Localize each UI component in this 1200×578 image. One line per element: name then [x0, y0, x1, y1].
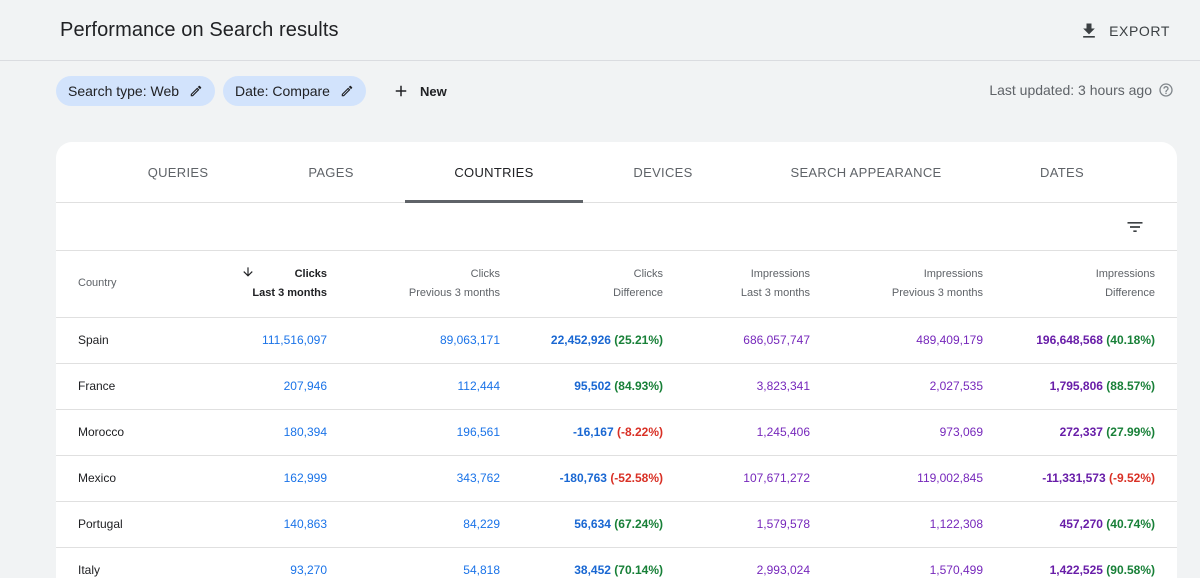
table-row[interactable]: France 207,946 112,444 95,502 (84.93%) 3… [56, 363, 1177, 410]
search-type-chip-label: Search type: Web [68, 83, 180, 99]
impressions-prev-cell: 973,069 [810, 409, 983, 456]
table-row[interactable]: Portugal 140,863 84,229 56,634 (67.24%) … [56, 501, 1177, 548]
tab-countries[interactable]: COUNTRIES [405, 142, 583, 203]
clicks-last-cell: 93,270 [178, 547, 327, 578]
table-toolbar [56, 203, 1177, 251]
clicks-diff-cell: -180,763 (-52.58%) [500, 455, 663, 502]
filter-bar: Search type: Web Date: Compare New [56, 76, 459, 106]
table-row[interactable]: Mexico 162,999 343,762 -180,763 (-52.58%… [56, 455, 1177, 502]
export-button[interactable]: EXPORT [1079, 18, 1170, 44]
clicks-prev-cell: 84,229 [327, 501, 500, 548]
impressions-last-cell: 1,245,406 [663, 409, 810, 456]
clicks-last-cell: 140,863 [178, 501, 327, 548]
column-header-clicks-prev[interactable]: Clicks Previous 3 months [327, 251, 500, 318]
tab-search-appearance[interactable]: SEARCH APPEARANCE [790, 164, 942, 180]
impressions-prev-cell: 489,409,179 [810, 317, 983, 364]
table-body: Spain 111,516,097 89,063,171 22,452,926 … [56, 317, 1177, 578]
table-row[interactable]: Spain 111,516,097 89,063,171 22,452,926 … [56, 317, 1177, 364]
clicks-diff-cell: 22,452,926 (25.21%) [500, 317, 663, 364]
last-updated: Last updated: 3 hours ago [989, 82, 1174, 98]
impressions-last-cell: 1,579,578 [663, 501, 810, 548]
impressions-diff-cell: 1,795,806 (88.57%) [983, 363, 1155, 410]
report-card: QUERIES PAGES COUNTRIES DEVICES SEARCH A… [56, 142, 1177, 578]
tab-devices[interactable]: DEVICES [633, 164, 693, 180]
tab-queries[interactable]: QUERIES [147, 164, 209, 180]
clicks-diff-cell: 38,452 (70.14%) [500, 547, 663, 578]
countries-table: Country Clicks Last 3 months Clicks Previ… [56, 251, 1177, 578]
new-filter-button[interactable]: New [380, 76, 459, 106]
table-row[interactable]: Morocco 180,394 196,561 -16,167 (-8.22%)… [56, 409, 1177, 456]
impressions-prev-cell: 1,570,499 [810, 547, 983, 578]
clicks-prev-cell: 196,561 [327, 409, 500, 456]
impressions-last-cell: 3,823,341 [663, 363, 810, 410]
clicks-prev-cell: 343,762 [327, 455, 500, 502]
impressions-last-cell: 107,671,272 [663, 455, 810, 502]
pencil-icon [190, 85, 202, 97]
page-title: Performance on Search results [60, 19, 339, 41]
clicks-diff-cell: -16,167 (-8.22%) [500, 409, 663, 456]
clicks-prev-cell: 112,444 [327, 363, 500, 410]
clicks-last-cell: 180,394 [178, 409, 327, 456]
download-icon [1083, 23, 1095, 38]
column-header-clicks-diff[interactable]: Clicks Difference [500, 251, 663, 318]
column-header-clicks-last[interactable]: Clicks Last 3 months [178, 251, 327, 318]
impressions-prev-cell: 119,002,845 [810, 455, 983, 502]
clicks-last-cell: 207,946 [178, 363, 327, 410]
date-chip[interactable]: Date: Compare [223, 76, 366, 106]
column-header-country[interactable]: Country [78, 251, 178, 318]
table-row[interactable]: Italy 93,270 54,818 38,452 (70.14%) 2,99… [56, 547, 1177, 578]
tab-dates[interactable]: DATES [1040, 164, 1084, 180]
column-header-impressions-last[interactable]: Impressions Last 3 months [663, 251, 810, 318]
dimension-tabs: QUERIES PAGES COUNTRIES DEVICES SEARCH A… [56, 142, 1177, 203]
tab-pages[interactable]: PAGES [308, 164, 354, 180]
help-circle-icon[interactable] [1158, 82, 1174, 98]
country-cell: Morocco [78, 409, 178, 456]
clicks-last-cell: 162,999 [178, 455, 327, 502]
country-cell: France [78, 363, 178, 410]
new-filter-label: New [419, 83, 447, 99]
impressions-last-cell: 686,057,747 [663, 317, 810, 364]
search-type-chip[interactable]: Search type: Web [56, 76, 216, 106]
date-chip-label: Date: Compare [235, 83, 330, 99]
country-cell: Spain [78, 317, 178, 364]
clicks-diff-cell: 95,502 (84.93%) [500, 363, 663, 410]
impressions-diff-cell: 196,648,568 (40.18%) [983, 317, 1155, 364]
clicks-prev-cell: 89,063,171 [327, 317, 500, 364]
column-header-impressions-diff[interactable]: Impressions Difference [983, 251, 1155, 318]
country-cell: Italy [78, 547, 178, 578]
table-header-row: Country Clicks Last 3 months Clicks Previ… [56, 251, 1177, 318]
clicks-prev-cell: 54,818 [327, 547, 500, 578]
impressions-diff-cell: 457,270 (40.74%) [983, 501, 1155, 548]
clicks-last-cell: 111,516,097 [178, 317, 327, 364]
impressions-prev-cell: 1,122,308 [810, 501, 983, 548]
arrow-down-icon [242, 267, 253, 277]
impressions-diff-cell: -11,331,573 (-9.52%) [983, 455, 1155, 502]
filter-list-icon[interactable] [1125, 217, 1145, 237]
impressions-prev-cell: 2,027,535 [810, 363, 983, 410]
impressions-diff-cell: 1,422,525 (90.58%) [983, 547, 1155, 578]
top-bar: Performance on Search results EXPORT [0, 0, 1200, 61]
pencil-icon [341, 85, 353, 97]
plus-icon [395, 85, 407, 97]
country-cell: Portugal [78, 501, 178, 548]
last-updated-text: Last updated: 3 hours ago [989, 82, 1152, 98]
country-cell: Mexico [78, 455, 178, 502]
impressions-diff-cell: 272,337 (27.99%) [983, 409, 1155, 456]
export-label: EXPORT [1109, 23, 1170, 39]
column-header-impressions-prev[interactable]: Impressions Previous 3 months [810, 251, 983, 318]
clicks-diff-cell: 56,634 (67.24%) [500, 501, 663, 548]
impressions-last-cell: 2,993,024 [663, 547, 810, 578]
